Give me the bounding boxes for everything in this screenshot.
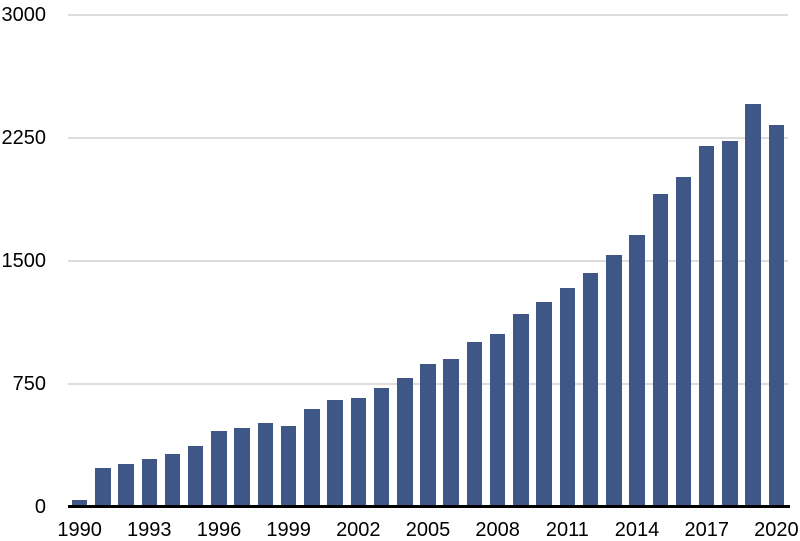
- bar-2012: [582, 273, 599, 507]
- bar-2005: [420, 364, 436, 507]
- bar-2017: [698, 146, 715, 507]
- bar-2015: [652, 193, 668, 507]
- gridline-2250: [68, 137, 788, 139]
- x-tick-label-1993: 1993: [127, 519, 172, 541]
- x-tick-label-2014: 2014: [614, 519, 660, 541]
- bar-2002: [350, 397, 367, 507]
- x-tick-label-2017: 2017: [684, 519, 729, 541]
- y-tick-label-0: 0: [34, 496, 46, 518]
- bar-1996: [211, 430, 227, 507]
- bar-2004: [397, 378, 413, 507]
- x-tick-label-2002: 2002: [336, 519, 381, 541]
- bar-2020: [768, 124, 785, 507]
- bar-2001: [327, 399, 343, 507]
- bar-2016: [675, 176, 692, 507]
- gridline-1500: [68, 260, 788, 262]
- bar-1991: [95, 468, 111, 507]
- x-tick-label-2011: 2011: [545, 519, 589, 541]
- y-tick-label-750: 750: [12, 373, 46, 395]
- bar-2009: [513, 314, 529, 507]
- x-tick-label-1990: 1990: [57, 519, 102, 541]
- y-tick-label-1500: 1500: [1, 250, 47, 272]
- bar-2011: [559, 288, 576, 507]
- x-tick-label-2005: 2005: [405, 519, 451, 541]
- y-tick-label-2250: 2250: [1, 127, 47, 149]
- bar-1998: [257, 422, 274, 507]
- bar-2000: [304, 408, 320, 507]
- x-tick-label-1999: 1999: [266, 519, 311, 541]
- bar-1994: [164, 453, 181, 507]
- x-tick-label-2020: 2020: [754, 519, 799, 541]
- bar-1992: [118, 464, 134, 507]
- bar-2007: [466, 342, 483, 507]
- bar-2010: [536, 302, 552, 507]
- bar-2003: [373, 388, 390, 507]
- x-axis-line: [68, 505, 790, 508]
- bar-2018: [722, 141, 738, 507]
- bar-1999: [280, 425, 297, 507]
- bar-1995: [187, 446, 204, 507]
- bar-2008: [489, 333, 506, 507]
- x-tick-label-2008: 2008: [475, 519, 520, 541]
- y-tick-label-3000: 3000: [1, 4, 47, 26]
- x-tick-label-1996: 1996: [196, 519, 242, 541]
- bar-1997: [234, 428, 250, 507]
- gridline-3000: [68, 14, 788, 16]
- bar-2014: [629, 234, 645, 507]
- bar-2019: [745, 104, 761, 507]
- bar-2013: [606, 255, 622, 507]
- bar-1990: [71, 499, 88, 507]
- bar-1993: [141, 458, 158, 507]
- bar-2006: [443, 358, 459, 507]
